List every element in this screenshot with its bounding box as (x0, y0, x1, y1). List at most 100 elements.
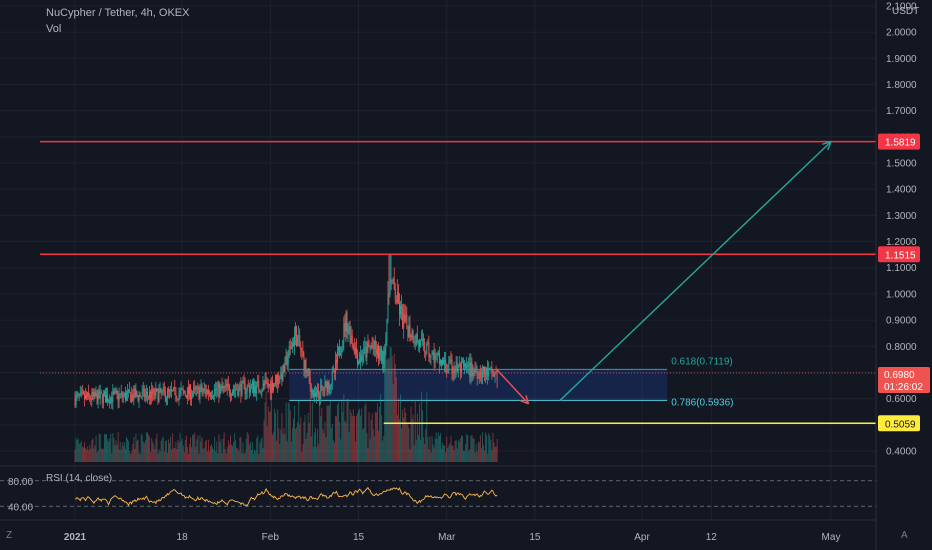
volume-bar (303, 421, 305, 462)
volume-bar (258, 453, 260, 462)
auto-scale-button[interactable]: A (901, 530, 908, 541)
zoom-corner-button[interactable]: Z (6, 530, 13, 541)
volume-bar (251, 449, 252, 462)
volume-bar (343, 394, 345, 462)
candle-body (306, 370, 308, 373)
volume-bar (446, 436, 448, 462)
candle-body (288, 346, 290, 358)
candle-body (415, 334, 417, 345)
candle-body (281, 372, 283, 380)
candle-body (432, 352, 434, 354)
volume-bar (354, 441, 356, 462)
volume-bar (127, 439, 128, 462)
level-price-tag (878, 133, 920, 150)
volume-bar (352, 409, 354, 462)
candle-body (320, 385, 322, 399)
candle-body (392, 278, 394, 280)
candle-body (367, 343, 369, 346)
volume-bar (419, 403, 420, 462)
candle-body (213, 396, 215, 398)
candle-body (157, 389, 159, 402)
volume-bar (172, 433, 174, 462)
volume-bar (485, 432, 487, 462)
time-axis[interactable]: 2021 18 Feb 15 Mar 15 Apr 12 May (0, 519, 876, 543)
volume-bar (188, 453, 189, 462)
volume-bar (385, 336, 387, 462)
candle-body (127, 391, 128, 394)
volume-bar (365, 403, 367, 462)
fib-level-label: 0.618(0.7119) (671, 356, 733, 367)
volume-bar (360, 415, 362, 462)
volume-bar (88, 450, 90, 462)
volume-bar (170, 436, 172, 462)
volume-bar (106, 434, 107, 462)
volume-bar (265, 391, 267, 462)
volume-bar (466, 434, 468, 462)
volume-bar (421, 391, 422, 462)
volume-bar (180, 440, 182, 462)
candle-body (147, 391, 148, 396)
candle-body (253, 382, 254, 393)
candle-body (273, 383, 274, 391)
volume-bar (457, 439, 459, 462)
volume-bar (409, 449, 411, 462)
candle-body (441, 359, 442, 366)
volume-bar (333, 442, 335, 462)
volume-bar (416, 413, 418, 462)
volume-bar (411, 419, 413, 462)
volume-bar (449, 442, 451, 462)
volume-bar (327, 406, 329, 462)
y-tick-label: 2.0000 (886, 28, 917, 39)
candle-body (142, 388, 144, 392)
volume-bar (266, 426, 268, 462)
volume-bar (128, 440, 130, 462)
candle-body (199, 390, 201, 399)
candle-body (141, 391, 143, 397)
candle-body (184, 393, 186, 396)
candle-body (279, 378, 281, 383)
volume-bar (143, 443, 145, 462)
volume-bar (200, 441, 202, 462)
volume-bar (431, 436, 433, 462)
candle-body (290, 346, 292, 349)
volume-bar (142, 441, 144, 462)
candle-body (101, 393, 103, 404)
candle-body (277, 375, 279, 385)
candle-body (159, 387, 161, 392)
volume-bar (306, 432, 308, 462)
candle-body (429, 356, 431, 358)
candle-body (444, 359, 446, 365)
volume-bar (115, 440, 117, 462)
volume-bar (74, 449, 76, 462)
candle-body (462, 361, 463, 363)
volume-bar (144, 440, 146, 462)
volume-bar (298, 400, 300, 462)
y-tick-label: 2.1000 (886, 1, 917, 12)
candle-body (428, 342, 430, 357)
candle-body (435, 353, 437, 355)
candle-body (146, 391, 147, 395)
horizontal-levels[interactable] (40, 140, 876, 425)
volume-bar (100, 448, 102, 462)
candle-body (219, 386, 221, 397)
volume-bar (253, 453, 254, 462)
volume-bar (246, 432, 248, 462)
candle-body (151, 388, 153, 400)
volume-bar (129, 451, 131, 462)
volume-bar (151, 438, 153, 462)
volume-bar (243, 453, 245, 462)
candle-body (293, 342, 294, 346)
volume-bar (90, 448, 92, 462)
candle-body (131, 394, 133, 402)
y-tick-label: 1.9000 (886, 54, 917, 65)
volume-bar (141, 435, 143, 462)
candle-body (177, 398, 179, 401)
volume-bar (473, 438, 475, 462)
volume-bar (255, 451, 257, 462)
volume-bar (181, 438, 183, 462)
candle-body (150, 391, 152, 400)
price-axis[interactable]: 0.40000.50000.60000.70000.80000.90001.00… (875, 0, 932, 550)
volume-bar (213, 449, 215, 462)
drawing-arrows[interactable] (496, 140, 832, 405)
